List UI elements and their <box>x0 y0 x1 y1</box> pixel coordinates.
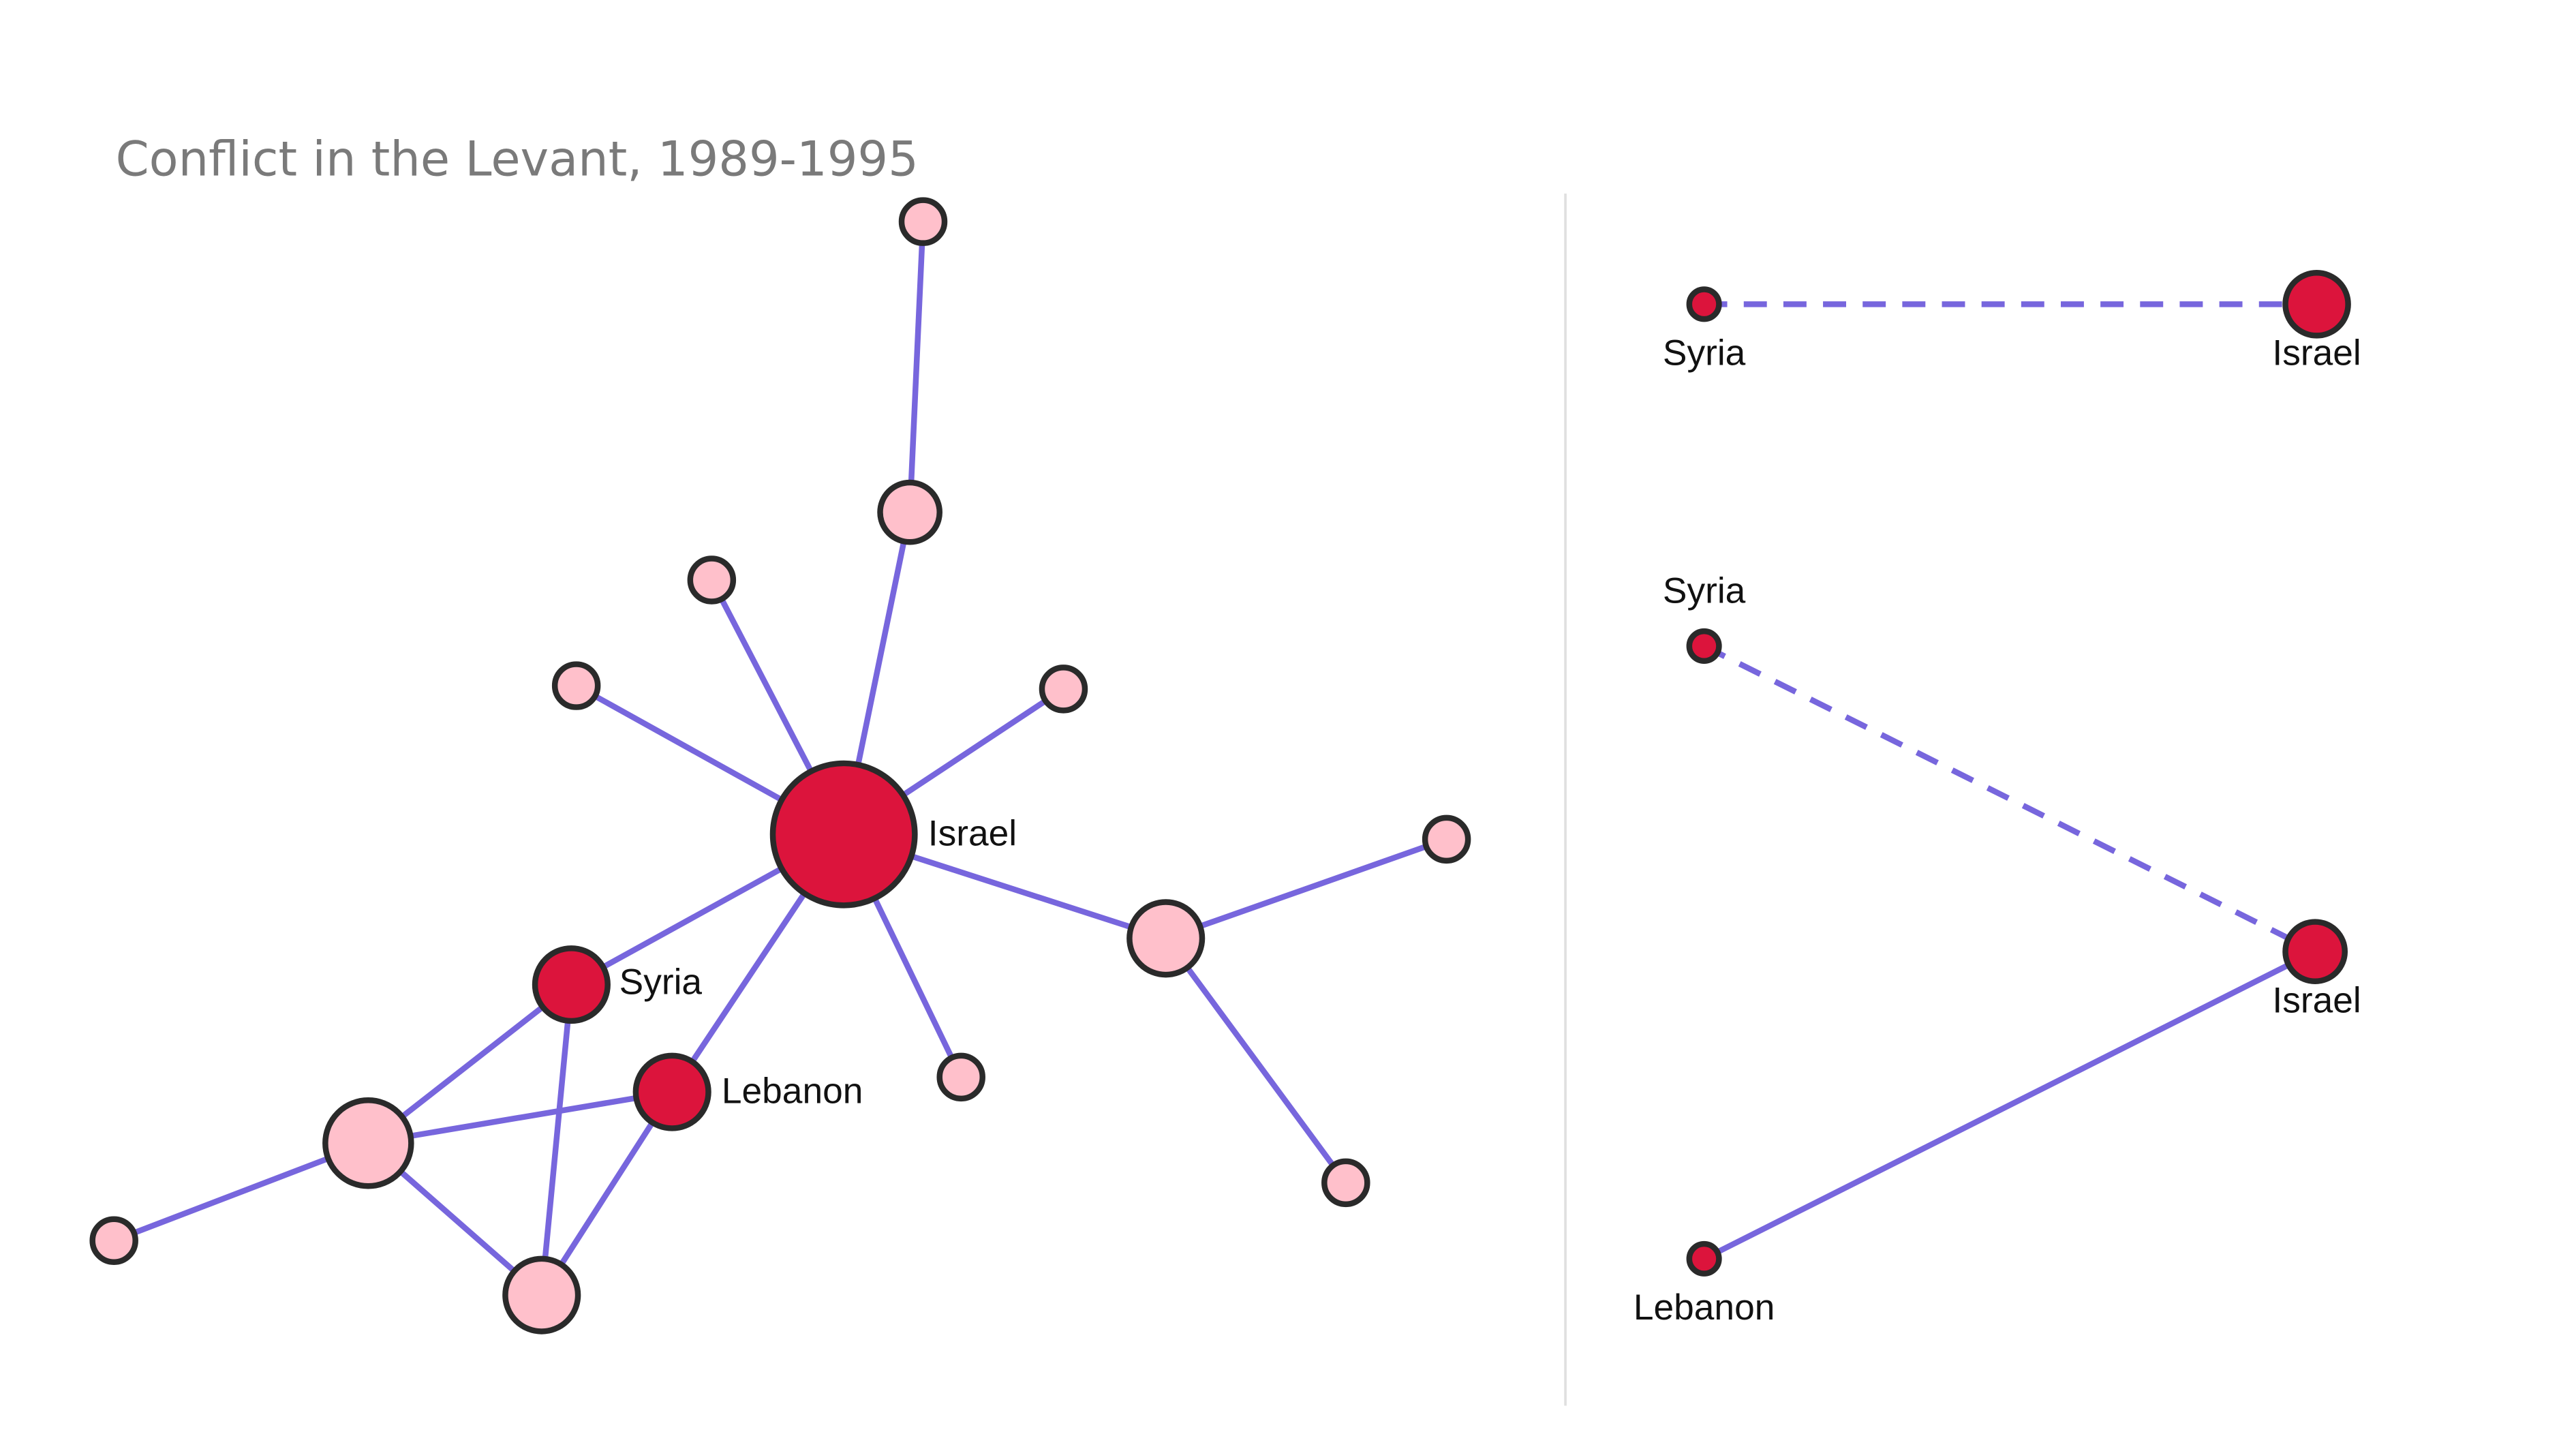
network-nodes <box>89 197 1471 1334</box>
node-label: Lebanon <box>1634 1287 1775 1328</box>
node-label: Israel <box>928 814 1017 854</box>
node-label: Israel <box>2272 980 2361 1020</box>
node-label: Syria <box>1663 333 1746 373</box>
title: Conflict in the Levant, 1989-1995 <box>116 131 919 187</box>
node-label: Syria <box>619 962 703 1003</box>
node-label: Lebanon <box>722 1071 863 1112</box>
node-label: Syria <box>1663 570 1746 611</box>
network-edges <box>112 221 1448 1298</box>
panel-bottom <box>1686 628 2348 1277</box>
panel-top <box>1686 270 2351 339</box>
node-label: Israel <box>2272 333 2361 373</box>
